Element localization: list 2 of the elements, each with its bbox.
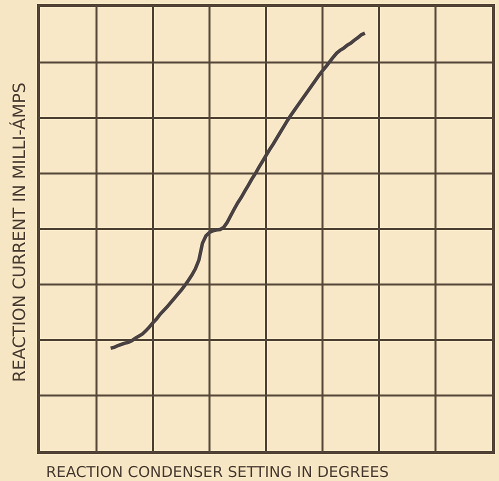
y-axis-title: REACTION CURRENT IN MILLI-ÁMPS [8, 82, 30, 382]
x-axis-title: REACTION CONDENSER SETTING IN DEGREES [46, 463, 389, 481]
